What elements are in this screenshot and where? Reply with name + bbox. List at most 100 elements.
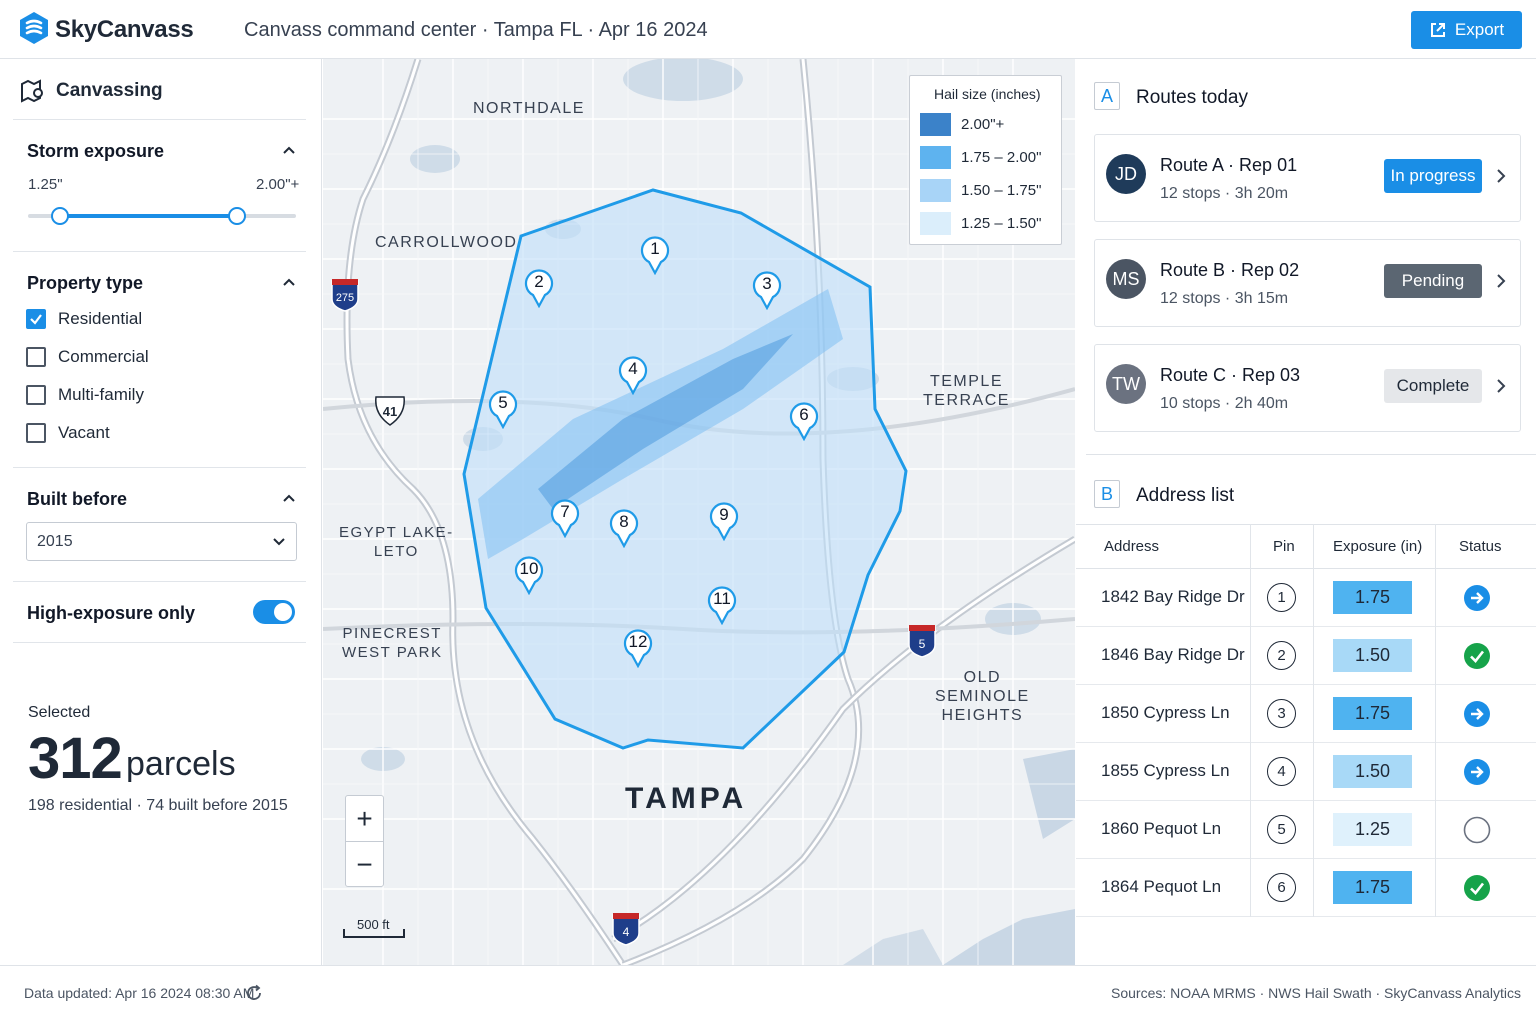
legend-item: 2.00"+ xyxy=(920,113,1004,136)
panel-title: Canvassing xyxy=(56,80,163,101)
pin-marker-icon xyxy=(707,586,737,626)
hail-map[interactable]: 275 41 5 4 NORTHDALE CARROLLWOOD TEMPLE … xyxy=(323,59,1075,965)
chevron-right-icon[interactable] xyxy=(1495,272,1507,290)
table-row[interactable]: 1864 Pequot Ln 6 1.75 xyxy=(1076,859,1536,917)
empty-circle-icon[interactable] xyxy=(1463,816,1491,844)
avatar: JD xyxy=(1106,154,1146,194)
map-pin-1[interactable]: 1 xyxy=(640,235,670,276)
section-a-marker: A xyxy=(1094,82,1120,110)
exposure-cell: 1.25 xyxy=(1333,813,1412,846)
scale-label: 500 ft xyxy=(357,917,390,932)
legend-item: 1.25 – 1.50" xyxy=(920,212,1041,235)
zoom-controls: + − xyxy=(345,795,384,887)
selected-unit: parcels xyxy=(126,745,236,783)
property-option-vacant[interactable]: Vacant xyxy=(26,423,110,443)
map-pin-4[interactable]: 4 xyxy=(618,355,648,396)
map-pin-5[interactable]: 5 xyxy=(488,389,518,430)
map-pin-3[interactable]: 3 xyxy=(752,270,782,311)
map-pin-12[interactable]: 12 xyxy=(623,628,653,669)
slider-min-handle[interactable] xyxy=(51,207,70,225)
property-option-residential[interactable]: Residential xyxy=(26,309,142,329)
map-pin-8[interactable]: 8 xyxy=(609,508,639,549)
route-card[interactable]: TW Route C · Rep 03 10 stops · 2h 40m Compl… xyxy=(1094,344,1521,432)
routes-panel: A Routes today JD Route A · Rep 01 12 stop… xyxy=(1076,59,1536,965)
chevron-up-icon[interactable] xyxy=(282,493,296,503)
chevron-right-icon[interactable] xyxy=(1495,377,1507,395)
map-pin-7[interactable]: 7 xyxy=(550,498,580,539)
pin-marker-icon xyxy=(550,499,580,539)
pin-marker-icon xyxy=(752,271,782,311)
divider xyxy=(1086,454,1536,455)
arrow-right-icon[interactable] xyxy=(1463,584,1491,612)
chevron-down-icon xyxy=(273,537,285,545)
app-header: SkyCanvass Canvass command center · Tamp… xyxy=(0,0,1536,59)
built-before-select[interactable]: 2015 xyxy=(26,522,297,561)
route-summary: 12 stops · 3h 15m xyxy=(1160,290,1289,307)
table-row[interactable]: 1855 Cypress Ln 4 1.50 xyxy=(1076,743,1536,801)
map-pin-11[interactable]: 11 xyxy=(707,585,737,626)
exposure-cell: 1.50 xyxy=(1333,639,1412,672)
chevron-right-icon[interactable] xyxy=(1495,167,1507,185)
pin-number: 4 xyxy=(628,359,638,378)
pin-marker-icon xyxy=(514,556,544,596)
place-pinecrest: PINECREST WEST PARK xyxy=(342,625,443,661)
pin-number: 9 xyxy=(719,505,729,524)
table-row[interactable]: 1860 Pequot Ln 5 1.25 xyxy=(1076,801,1536,859)
table-row[interactable]: 1846 Bay Ridge Dr 2 1.50 xyxy=(1076,627,1536,685)
high-exposure-toggle[interactable] xyxy=(253,600,295,624)
pin-marker-icon xyxy=(623,629,653,669)
address-cell: 1864 Pequot Ln xyxy=(1101,877,1222,896)
skycanvass-logo-icon xyxy=(20,12,48,44)
table-header: Address Pin Exposure (in) Status xyxy=(1076,524,1536,569)
pin-number: 10 xyxy=(519,559,539,578)
checkbox[interactable] xyxy=(26,347,46,367)
storm-exposure-slider[interactable] xyxy=(28,207,296,225)
map-pin-6[interactable]: 6 xyxy=(789,401,819,442)
chevron-up-icon[interactable] xyxy=(282,145,296,155)
i5-shield xyxy=(908,625,936,658)
arrow-right-icon[interactable] xyxy=(1463,758,1491,786)
map-pin-10[interactable]: 10 xyxy=(514,555,544,596)
pin-marker-icon xyxy=(618,356,648,396)
zoom-out-button[interactable]: − xyxy=(356,848,373,880)
legend-title: Hail size (inches) xyxy=(934,86,1041,102)
section-b-marker: B xyxy=(1094,480,1120,508)
table-row[interactable]: 1850 Cypress Ln 3 1.75 xyxy=(1076,685,1536,743)
zoom-divider xyxy=(346,841,383,842)
i5-label: 5 xyxy=(919,637,926,651)
panel-header: Canvassing xyxy=(20,78,163,104)
slider-max-handle[interactable] xyxy=(228,207,247,225)
pin-cell: 2 xyxy=(1267,641,1296,670)
refresh-icon[interactable] xyxy=(244,983,264,1003)
selected-count: 312 xyxy=(28,726,123,791)
place-tampa: TAMPA xyxy=(625,782,748,815)
chevron-up-icon[interactable] xyxy=(282,277,296,287)
property-option-commercial[interactable]: Commercial xyxy=(26,347,149,367)
property-option-multi-family[interactable]: Multi-family xyxy=(26,385,144,405)
export-button[interactable]: Export xyxy=(1411,11,1522,49)
check-circle-icon xyxy=(1464,643,1490,669)
zoom-in-button[interactable]: + xyxy=(356,802,373,834)
i4-shield xyxy=(612,913,640,946)
route-card[interactable]: MS Route B · Rep 02 12 stops · 3h 15m Pendi… xyxy=(1094,239,1521,327)
checkbox[interactable] xyxy=(26,385,46,405)
table-row[interactable]: 1842 Bay Ridge Dr 1 1.75 xyxy=(1076,569,1536,627)
i4-label: 4 xyxy=(623,925,630,939)
legend-item: 1.75 – 2.00" xyxy=(920,146,1041,169)
selected-breakdown: 198 residential · 74 built before 2015 xyxy=(28,797,288,814)
route-summary: 12 stops · 3h 20m xyxy=(1160,185,1289,202)
divider xyxy=(13,119,306,120)
divider xyxy=(13,581,306,582)
checkbox-label: Residential xyxy=(58,309,143,328)
checkbox[interactable] xyxy=(26,309,46,329)
route-card[interactable]: JD Route A · Rep 01 12 stops · 3h 20m In pr… xyxy=(1094,134,1521,222)
checkbox[interactable] xyxy=(26,423,46,443)
arrow-right-icon[interactable] xyxy=(1463,700,1491,728)
map-pin-9[interactable]: 9 xyxy=(709,501,739,542)
place-temple-terrace: TEMPLE TERRACE xyxy=(923,373,1010,409)
pin-number: 1 xyxy=(650,239,660,258)
address-list-title: Address list xyxy=(1136,485,1235,506)
map-pin-2[interactable]: 2 xyxy=(524,268,554,309)
i275-label: 275 xyxy=(336,292,354,304)
exposure-cell: 1.50 xyxy=(1333,755,1412,788)
